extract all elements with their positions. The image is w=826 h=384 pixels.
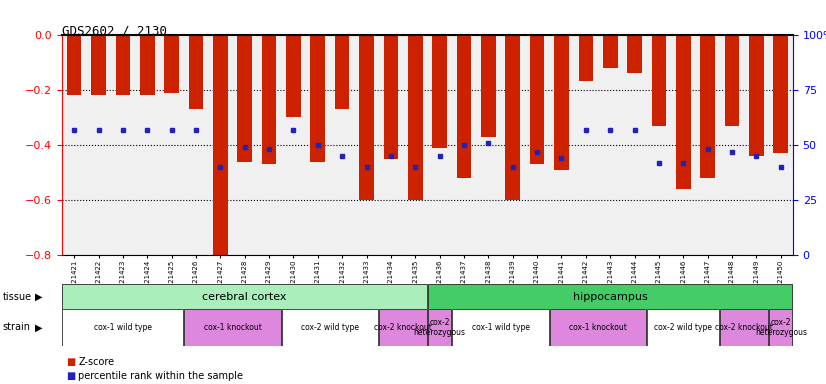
Bar bbox=[769, 309, 792, 346]
Bar bbox=[720, 309, 768, 346]
Bar bbox=[164, 35, 179, 93]
Text: cox-2 knockout: cox-2 knockout bbox=[374, 323, 432, 332]
Bar bbox=[67, 35, 82, 95]
Bar bbox=[311, 35, 325, 162]
Bar bbox=[213, 35, 228, 255]
Text: cox-2
heterozygous: cox-2 heterozygous bbox=[414, 318, 466, 337]
Bar bbox=[286, 35, 301, 118]
Text: ■: ■ bbox=[66, 371, 75, 381]
Bar bbox=[648, 309, 719, 346]
Text: cerebral cortex: cerebral cortex bbox=[202, 291, 287, 302]
Bar bbox=[749, 35, 764, 156]
Bar bbox=[773, 35, 788, 153]
Bar bbox=[603, 35, 618, 68]
Bar bbox=[383, 35, 398, 159]
Bar bbox=[432, 35, 447, 148]
Bar bbox=[282, 309, 378, 346]
Text: cox-2 knockout: cox-2 knockout bbox=[715, 323, 773, 332]
Bar bbox=[379, 309, 427, 346]
Text: strain: strain bbox=[2, 322, 31, 333]
Bar bbox=[91, 35, 106, 95]
Text: cox-2
heterozygous: cox-2 heterozygous bbox=[755, 318, 807, 337]
Bar bbox=[428, 309, 451, 346]
Bar bbox=[578, 35, 593, 81]
Bar bbox=[554, 35, 569, 170]
Text: Z-score: Z-score bbox=[78, 357, 115, 367]
Bar bbox=[408, 35, 423, 200]
Bar bbox=[262, 35, 277, 164]
Bar bbox=[184, 309, 281, 346]
Bar bbox=[335, 35, 349, 109]
Bar bbox=[700, 35, 715, 178]
Bar bbox=[676, 35, 691, 189]
Bar bbox=[359, 35, 374, 200]
Bar bbox=[63, 309, 183, 346]
Text: ▶: ▶ bbox=[35, 291, 42, 302]
Bar bbox=[453, 309, 548, 346]
Bar bbox=[481, 35, 496, 137]
Text: tissue: tissue bbox=[2, 291, 31, 302]
Bar bbox=[652, 35, 667, 126]
Bar bbox=[63, 284, 427, 309]
Bar bbox=[506, 35, 520, 200]
Bar bbox=[724, 35, 739, 126]
Text: cox-1 wild type: cox-1 wild type bbox=[94, 323, 152, 332]
Text: percentile rank within the sample: percentile rank within the sample bbox=[78, 371, 244, 381]
Text: cox-2 wild type: cox-2 wild type bbox=[654, 323, 712, 332]
Text: hippocampus: hippocampus bbox=[573, 291, 648, 302]
Text: cox-1 knockout: cox-1 knockout bbox=[203, 323, 262, 332]
Bar bbox=[237, 35, 252, 162]
Bar bbox=[550, 309, 646, 346]
Text: cox-1 wild type: cox-1 wild type bbox=[472, 323, 529, 332]
Text: cox-1 knockout: cox-1 knockout bbox=[569, 323, 627, 332]
Text: ▶: ▶ bbox=[35, 322, 42, 333]
Text: cox-2 wild type: cox-2 wild type bbox=[301, 323, 359, 332]
Bar bbox=[140, 35, 154, 95]
Bar bbox=[457, 35, 472, 178]
Bar bbox=[529, 35, 544, 164]
Bar bbox=[188, 35, 203, 109]
Bar bbox=[116, 35, 131, 95]
Text: GDS2602 / 2130: GDS2602 / 2130 bbox=[62, 25, 167, 38]
Bar bbox=[428, 284, 792, 309]
Text: ■: ■ bbox=[66, 357, 75, 367]
Bar bbox=[627, 35, 642, 73]
